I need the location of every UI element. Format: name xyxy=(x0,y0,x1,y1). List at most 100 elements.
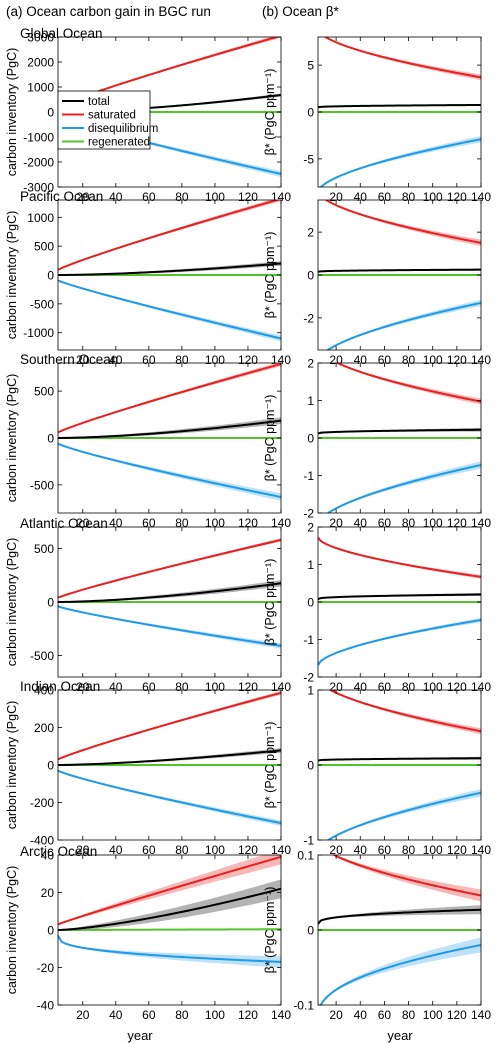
series-line-disequilibrium xyxy=(318,619,481,666)
x-tick-label: 120 xyxy=(447,353,467,367)
x-tick-label: 100 xyxy=(205,190,225,204)
x-tick-label: 20 xyxy=(329,843,343,857)
y-tick-label: 1000 xyxy=(27,211,54,225)
y-tick-label: -5 xyxy=(303,152,314,166)
x-tick-label: 20 xyxy=(329,1008,343,1022)
y-tick-label: 1 xyxy=(307,684,314,698)
series-line-saturated xyxy=(58,691,281,761)
y-tick-label: 500 xyxy=(34,385,54,399)
y-tick-label: 0 xyxy=(47,596,54,610)
x-tick-label: 40 xyxy=(354,190,368,204)
x-tick-label: 60 xyxy=(142,680,156,694)
x-tick-label: 40 xyxy=(354,843,368,857)
x-tick-label: 20 xyxy=(329,190,343,204)
y-tick-label: 0 xyxy=(307,106,314,120)
y-tick-label: -2 xyxy=(303,507,314,521)
x-tick-label: 100 xyxy=(423,353,443,367)
y-axis-label: carbon inventory (PgC) xyxy=(5,211,19,340)
legend-label-total: total xyxy=(88,96,110,108)
x-tick-label: 60 xyxy=(378,1008,392,1022)
y-axis-label: β* (PgC ppm⁻¹) xyxy=(263,395,277,482)
x-tick-label: 60 xyxy=(142,1008,156,1022)
y-tick-label: 3000 xyxy=(27,31,54,45)
x-tick-label: 80 xyxy=(175,680,189,694)
y-tick-label: 500 xyxy=(34,542,54,556)
band-total xyxy=(58,417,281,439)
x-tick-label: 20 xyxy=(76,190,90,204)
y-axis-label: β* (PgC ppm⁻¹) xyxy=(263,559,277,646)
band-total xyxy=(318,905,481,924)
x-tick-label: 120 xyxy=(238,843,258,857)
y-tick-label: 2000 xyxy=(27,56,54,70)
x-tick-label: 120 xyxy=(447,843,467,857)
y-tick-label: 0 xyxy=(47,106,54,120)
series-line-saturated xyxy=(318,536,481,578)
x-tick-label: 20 xyxy=(329,516,343,530)
y-tick-label: 0 xyxy=(47,759,54,773)
y-tick-label: 5 xyxy=(307,59,314,73)
x-tick-label: 60 xyxy=(142,353,156,367)
x-tick-label: 120 xyxy=(238,1008,258,1022)
x-tick-label: 20 xyxy=(76,1008,90,1022)
y-tick-label: -0.1 xyxy=(293,999,314,1013)
panel-title: Southern Ocean xyxy=(20,352,118,367)
y-tick-label: -2 xyxy=(303,671,314,685)
y-tick-label: -500 xyxy=(30,649,54,663)
y-tick-label: 500 xyxy=(34,240,54,254)
panel-title: Atlantic Ocean xyxy=(20,516,108,531)
y-tick-label: -20 xyxy=(37,961,55,975)
series-line-disequilibrium xyxy=(58,605,281,647)
y-axis-label: β* (PgC ppm⁻¹) xyxy=(263,232,277,319)
series-line-saturated xyxy=(323,37,481,79)
x-tick-label: 100 xyxy=(205,516,225,530)
x-tick-label: 80 xyxy=(402,353,416,367)
series-line-total xyxy=(318,103,481,109)
series-line-disequilibrium xyxy=(58,769,281,825)
y-tick-label: 1 xyxy=(307,558,314,572)
y-tick-label: 1000 xyxy=(27,81,54,95)
y-axis-label: β* (PgC ppm⁻¹) xyxy=(263,69,277,156)
x-tick-label: 60 xyxy=(142,843,156,857)
y-tick-label: 20 xyxy=(41,886,55,900)
x-tick-label: 80 xyxy=(175,843,189,857)
legend-label-regenerated: regenerated xyxy=(88,137,150,149)
x-tick-label: 80 xyxy=(402,516,416,530)
x-tick-label: 40 xyxy=(354,1008,368,1022)
x-tick-label: 20 xyxy=(76,680,90,694)
x-tick-label: 100 xyxy=(423,680,443,694)
y-tick-label: 0 xyxy=(47,432,54,446)
x-axis-label-right: year xyxy=(387,1028,413,1043)
x-tick-label: 60 xyxy=(378,680,392,694)
y-tick-label: -3000 xyxy=(23,181,54,195)
x-tick-label: 40 xyxy=(109,353,123,367)
legend-label-disequilibrium: disequilibrium xyxy=(88,123,158,135)
x-tick-label: 140 xyxy=(471,1008,491,1022)
series-line-disequilibrium xyxy=(58,935,281,963)
band-total xyxy=(58,261,281,276)
series-line-saturated xyxy=(58,855,281,926)
y-tick-label: -200 xyxy=(30,796,54,810)
x-tick-label: 40 xyxy=(109,516,123,530)
x-tick-label: 40 xyxy=(109,680,123,694)
panel-inventory-6: -40 -20 0 20 40 20 40 60 80 100 120 140 Arctic Ocean… xyxy=(5,844,291,1022)
x-tick-label: 140 xyxy=(471,680,491,694)
y-axis-label: carbon inventory (PgC) xyxy=(5,866,19,995)
y-tick-label: 40 xyxy=(41,849,55,863)
y-axis-label: carbon inventory (PgC) xyxy=(5,701,19,830)
series-line-saturated xyxy=(324,200,481,244)
panel-beta-6: -0.1 0 0.1 20 40 60 80 100 120 140 β* (PgC ppm⁻¹) xyxy=(263,849,491,1023)
y-axis-label: carbon inventory (PgC) xyxy=(5,374,19,503)
x-tick-label: 80 xyxy=(402,680,416,694)
x-tick-label: 100 xyxy=(205,680,225,694)
panel-inventory-5: -400 -200 0 200 400 20 40 60 80 100 120 140 Indian O… xyxy=(5,679,291,857)
y-tick-label: 0 xyxy=(47,269,54,283)
x-tick-label: 100 xyxy=(205,1008,225,1022)
x-tick-label: 80 xyxy=(402,843,416,857)
y-tick-label: -2000 xyxy=(23,156,54,170)
series-line-saturated xyxy=(58,200,281,271)
x-tick-label: 120 xyxy=(238,680,258,694)
